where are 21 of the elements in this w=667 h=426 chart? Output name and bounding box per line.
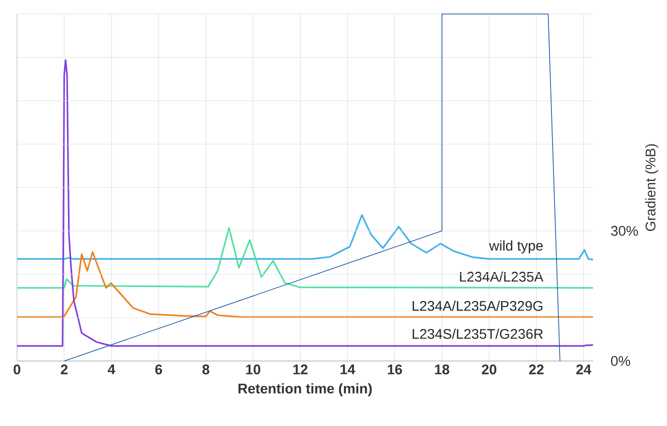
x-tick-label: 12 (293, 364, 308, 374)
x-axis-title: Retention time (min) (238, 383, 372, 396)
x-tick-label: 8 (202, 364, 210, 374)
x-tick-label: 10 (246, 364, 260, 374)
series-label: L234A/L235A (460, 271, 544, 282)
x-tick-label: 0 (14, 364, 20, 374)
series-label: wild type (489, 240, 543, 254)
series-label: L234A/L235A/P329G (412, 300, 542, 311)
x-tick-label: 6 (155, 364, 162, 374)
series-label: L234S/L235T/G236R (412, 328, 543, 339)
x-tick-label: 16 (388, 364, 402, 374)
y2-tick-label: 30% (611, 226, 638, 236)
x-tick-label: 14 (340, 364, 356, 374)
x-tick-label: 18 (435, 364, 450, 374)
x-tick-label: 22 (529, 364, 544, 374)
x-tick-label: 2 (60, 364, 68, 374)
x-tick-label: 4 (108, 364, 116, 374)
x-tick-label: 24 (576, 364, 592, 374)
y2-axis-title: Gradient (%B) (645, 144, 658, 231)
y2-tick-label: 0% (611, 356, 630, 366)
x-tick-label: 20 (482, 364, 496, 374)
